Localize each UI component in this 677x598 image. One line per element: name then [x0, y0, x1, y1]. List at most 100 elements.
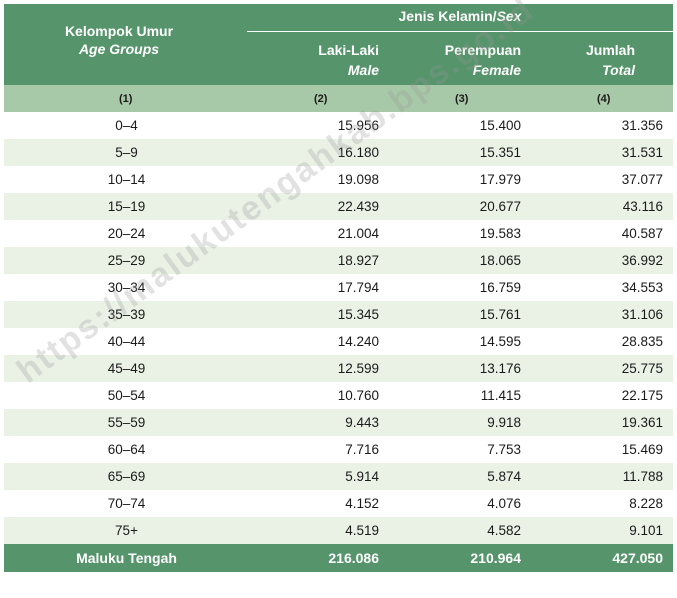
female-cell: 4.076: [487, 496, 521, 511]
total-cell: 43.116: [622, 199, 663, 214]
total-row-male: 216.086: [328, 550, 379, 566]
table-row: 10–14 19.098 17.979 37.077: [4, 166, 673, 193]
total-header: Jumlah Total: [586, 40, 635, 80]
total-row-label: Maluku Tengah: [76, 550, 177, 566]
table-row: 70–74 4.152 4.076 8.228: [4, 490, 673, 517]
total-cell: 28.835: [621, 334, 663, 349]
total-cell: 19.361: [621, 415, 663, 430]
female-header: Perempuan Female: [445, 40, 521, 80]
table-body: 0–4 15.956 15.400 31.356 5–9 16.180 15.351 31.5…: [4, 112, 673, 544]
age-group-label: Kelompok Umur: [64, 23, 174, 39]
sex-label: Jenis Kelamin/: [398, 8, 497, 24]
age-group-cell: 45–49: [107, 361, 146, 376]
column-number: (4): [597, 93, 611, 105]
total-label-en: Total: [602, 62, 635, 78]
total-cell: 36.992: [621, 253, 663, 268]
female-cell: 5.874: [487, 469, 521, 484]
sex-header: Jenis Kelamin/Sex: [247, 8, 673, 24]
table-row: 40–44 14.240 14.595 28.835: [4, 328, 673, 355]
total-cell: 11.788: [622, 469, 663, 484]
female-cell: 19.583: [479, 226, 521, 241]
male-cell: 4.152: [345, 496, 379, 511]
age-group-cell: 50–54: [107, 388, 146, 403]
table-row: 45–49 12.599 13.176 25.775: [4, 355, 673, 382]
column-number: (3): [455, 93, 469, 105]
male-cell: 16.180: [337, 145, 379, 160]
female-cell: 17.979: [479, 172, 521, 187]
age-group-cell: 75+: [115, 523, 138, 538]
female-label-en: Female: [472, 62, 521, 78]
total-cell: 31.531: [621, 145, 663, 160]
table-row: 30–34 17.794 16.759 34.553: [4, 274, 673, 301]
male-cell: 21.004: [337, 226, 379, 241]
female-cell: 11.415: [480, 388, 521, 403]
male-header: Laki-Laki Male: [318, 40, 379, 80]
age-group-cell: 0–4: [115, 118, 138, 133]
total-cell: 22.175: [621, 388, 663, 403]
total-cell: 31.106: [621, 307, 663, 322]
male-cell: 18.927: [337, 253, 379, 268]
male-cell: 22.439: [337, 199, 379, 214]
table-row: 65–69 5.914 5.874 11.788: [4, 463, 673, 490]
total-row: Maluku Tengah 216.086 210.964 427.050: [4, 544, 673, 572]
column-number: (1): [119, 93, 133, 105]
female-cell: 15.400: [479, 118, 521, 133]
female-cell: 4.582: [487, 523, 521, 538]
age-group-header: Kelompok Umur Age Groups: [4, 22, 234, 58]
table-row: 15–19 22.439 20.677 43.116: [4, 193, 673, 220]
total-cell: 15.469: [621, 442, 663, 457]
female-cell: 20.677: [479, 199, 521, 214]
age-group-cell: 65–69: [107, 469, 146, 484]
total-cell: 40.587: [621, 226, 663, 241]
table-row: 55–59 9.443 9.918 19.361: [4, 409, 673, 436]
table-row: 60–64 7.716 7.753 15.469: [4, 436, 673, 463]
female-cell: 15.761: [479, 307, 521, 322]
table-row: 75+ 4.519 4.582 9.101: [4, 517, 673, 544]
table-row: 0–4 15.956 15.400 31.356: [4, 112, 673, 139]
age-group-cell: 5–9: [115, 145, 138, 160]
female-cell: 18.065: [479, 253, 521, 268]
table-row: 5–9 16.180 15.351 31.531: [4, 139, 673, 166]
table-row: 50–54 10.760 11.415 22.175: [4, 382, 673, 409]
total-label: Jumlah: [585, 42, 635, 58]
population-table: Kelompok Umur Age Groups Jenis Kelamin/S…: [4, 4, 673, 572]
age-group-cell: 15–19: [107, 199, 146, 214]
age-group-label-en: Age Groups: [78, 41, 160, 57]
male-cell: 15.345: [337, 307, 379, 322]
column-number-row: (1) (2) (3) (4): [4, 85, 673, 112]
male-cell: 17.794: [337, 280, 379, 295]
age-group-cell: 30–34: [107, 280, 146, 295]
table-row: 35–39 15.345 15.761 31.106: [4, 301, 673, 328]
total-cell: 34.553: [621, 280, 663, 295]
total-row-total: 427.050: [612, 550, 663, 566]
female-cell: 9.918: [487, 415, 521, 430]
age-group-cell: 35–39: [107, 307, 146, 322]
female-cell: 7.753: [487, 442, 521, 457]
age-group-cell: 70–74: [107, 496, 146, 511]
female-cell: 14.595: [479, 334, 521, 349]
age-group-cell: 25–29: [107, 253, 146, 268]
female-cell: 15.351: [479, 145, 521, 160]
male-cell: 14.240: [337, 334, 379, 349]
sex-label-en: Sex: [496, 8, 522, 24]
column-number: (2): [314, 93, 328, 105]
male-cell: 9.443: [345, 415, 379, 430]
age-group-cell: 20–24: [107, 226, 146, 241]
male-label-en: Male: [347, 62, 379, 78]
male-cell: 12.599: [337, 361, 379, 376]
table-row: 25–29 18.927 18.065 36.992: [4, 247, 673, 274]
female-cell: 13.176: [479, 361, 521, 376]
male-cell: 19.098: [337, 172, 379, 187]
total-cell: 37.077: [621, 172, 663, 187]
female-cell: 16.759: [479, 280, 521, 295]
age-group-cell: 10–14: [107, 172, 146, 187]
total-row-female: 210.964: [470, 550, 521, 566]
female-label: Perempuan: [444, 42, 521, 58]
table-header: Kelompok Umur Age Groups Jenis Kelamin/S…: [4, 4, 673, 85]
total-cell: 8.228: [629, 496, 663, 511]
male-cell: 10.760: [337, 388, 379, 403]
sex-header-divider: [247, 31, 673, 32]
male-cell: 4.519: [345, 523, 379, 538]
male-cell: 15.956: [337, 118, 379, 133]
male-label: Laki-Laki: [318, 42, 379, 58]
